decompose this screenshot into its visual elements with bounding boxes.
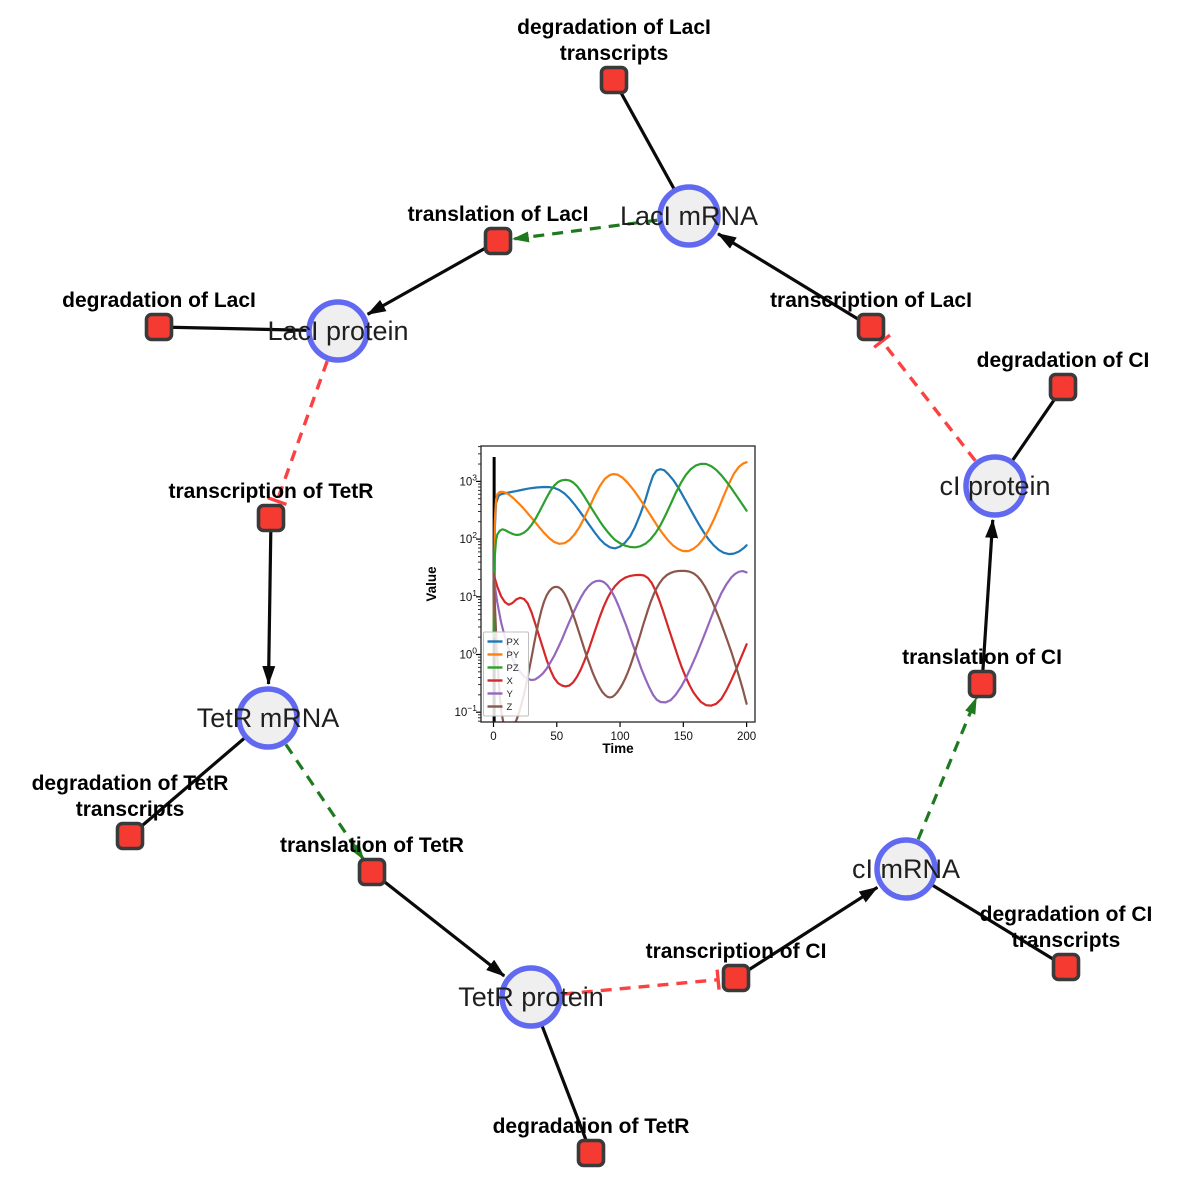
chart-ytick-label: 100: [459, 646, 477, 662]
reaction-label-translation-laci: translation of LacI: [408, 203, 589, 226]
species-label-laci-mrna: LacI mRNA: [620, 201, 758, 231]
reaction-node-transcription-tetr[interactable]: [256, 503, 286, 533]
reaction-node-deg-laci-transcripts[interactable]: [599, 65, 629, 95]
species-label-tetr-protein: TetR protein: [458, 982, 604, 1012]
reaction-label-deg-ci-transcripts-line2: transcripts: [1012, 929, 1121, 952]
chart-xtick-label: 0: [490, 731, 496, 743]
reaction-node-deg-laci[interactable]: [144, 312, 174, 342]
chart-ytick-label: 102: [459, 530, 477, 546]
reaction-node-translation-ci[interactable]: [967, 669, 997, 699]
chart-legend-box: [483, 631, 529, 717]
reaction-label-transcription-laci: transcription of LacI: [770, 289, 972, 312]
chart-series-Y: [492, 570, 748, 704]
reaction-node-deg-tetr[interactable]: [576, 1138, 606, 1168]
reaction-label-translation-tetr: translation of TetR: [280, 834, 464, 857]
reaction-label-deg-laci-transcripts-line1: degradation of LacI: [517, 16, 711, 39]
species-node-ci-protein[interactable]: [963, 454, 1027, 518]
legend-label-PZ: PZ: [507, 663, 519, 674]
species-node-tetr-mrna[interactable]: [236, 686, 300, 750]
edge-laci-mrna-translation-laci: [511, 218, 658, 243]
chart-xtick-label: 150: [674, 731, 693, 743]
edge-ci-protein-transcription-laci: [880, 340, 977, 462]
reaction-node-deg-ci-transcripts[interactable]: [1051, 952, 1081, 982]
chart-xtick-label: 200: [737, 731, 756, 743]
reaction-label-deg-ci: degradation of CI: [977, 349, 1150, 372]
legend-label-PX: PX: [507, 637, 520, 648]
edge-ci-mrna-translation-ci: [916, 696, 978, 841]
reaction-label-deg-laci-transcripts-line2: transcripts: [560, 42, 669, 65]
reaction-node-deg-tetr-transcripts[interactable]: [115, 821, 145, 851]
species-label-laci-protein: LacI protein: [267, 316, 408, 346]
edge-translation-ci-ci-protein: [980, 518, 999, 685]
edge-transcription-tetr-tetr-mrna: [262, 517, 276, 686]
edge-transcription-ci-ci-mrna: [735, 886, 879, 980]
edge-tetr-mrna-translation-tetr: [284, 743, 365, 861]
reaction-label-deg-tetr-transcripts-line2: transcripts: [76, 798, 185, 821]
legend-label-PY: PY: [507, 650, 520, 661]
chart-series-PZ: [492, 462, 748, 639]
edge-ci-protein-transcription-laci-tbar: [873, 333, 892, 349]
reaction-label-deg-ci-transcripts-line1: degradation of CI: [980, 903, 1153, 926]
legend-label-Y: Y: [507, 689, 514, 700]
chart-frame: [480, 445, 756, 723]
reaction-label-deg-tetr-transcripts-line1: degradation of TetR: [32, 772, 229, 795]
reaction-label-transcription-tetr: transcription of TetR: [169, 480, 374, 503]
reaction-node-transcription-ci[interactable]: [721, 963, 751, 993]
edge-translation-tetr-tetr-protein: [371, 870, 506, 978]
legend-label-Z: Z: [507, 702, 513, 713]
chart-ylabel: Value: [424, 566, 439, 602]
inset-chart: 10−1 100 101 102 103 0 50 100 150 200 PX PY PZ XYZ Ti…: [424, 445, 756, 756]
chart-ytick-label: 103: [459, 472, 477, 488]
chart-xtick-label: 50: [550, 731, 563, 743]
species-node-laci-protein[interactable]: [306, 299, 370, 363]
species-node-tetr-protein[interactable]: [499, 965, 563, 1029]
reaction-node-translation-tetr[interactable]: [357, 857, 387, 887]
species-node-ci-mrna[interactable]: [874, 837, 938, 901]
reaction-node-translation-laci[interactable]: [483, 226, 513, 256]
reaction-label-transcription-ci: transcription of CI: [646, 940, 827, 963]
reaction-node-transcription-laci[interactable]: [856, 312, 886, 342]
chart-series-PX: [492, 468, 748, 639]
chart-xtick-label: 100: [610, 731, 629, 743]
reaction-node-deg-ci[interactable]: [1048, 372, 1078, 402]
edge-laci-protein-transcription-tetr-tbar: [267, 496, 288, 507]
labels-layer: LacI mRNA LacI protein TetR mRNA TetR prote…: [32, 16, 1153, 1138]
edge-transcription-laci-laci-mrna: [717, 232, 872, 329]
reaction-label-translation-ci: translation of CI: [902, 646, 1062, 669]
reaction-label-deg-laci: degradation of LacI: [62, 289, 256, 312]
edge-tetr-protein-transcription-ci: [562, 977, 719, 996]
chart-xlabel: Time: [602, 741, 634, 756]
species-label-tetr-mrna: TetR mRNA: [197, 703, 340, 733]
species-label-ci-protein: cI protein: [939, 471, 1050, 501]
chart-ytick-label: 10−1: [455, 703, 478, 719]
species-label-ci-mrna: cI mRNA: [852, 854, 960, 884]
legend-label-X: X: [507, 676, 514, 687]
edge-translation-laci-laci-protein: [366, 239, 499, 316]
reaction-label-deg-tetr: degradation of TetR: [493, 1115, 690, 1138]
chart-ytick-label: 101: [459, 588, 477, 604]
edge-laci-protein-transcription-tetr: [275, 360, 329, 502]
chart-series-PY: [492, 461, 748, 639]
nodes-layer: [115, 65, 1081, 1168]
species-node-laci-mrna[interactable]: [657, 184, 721, 248]
